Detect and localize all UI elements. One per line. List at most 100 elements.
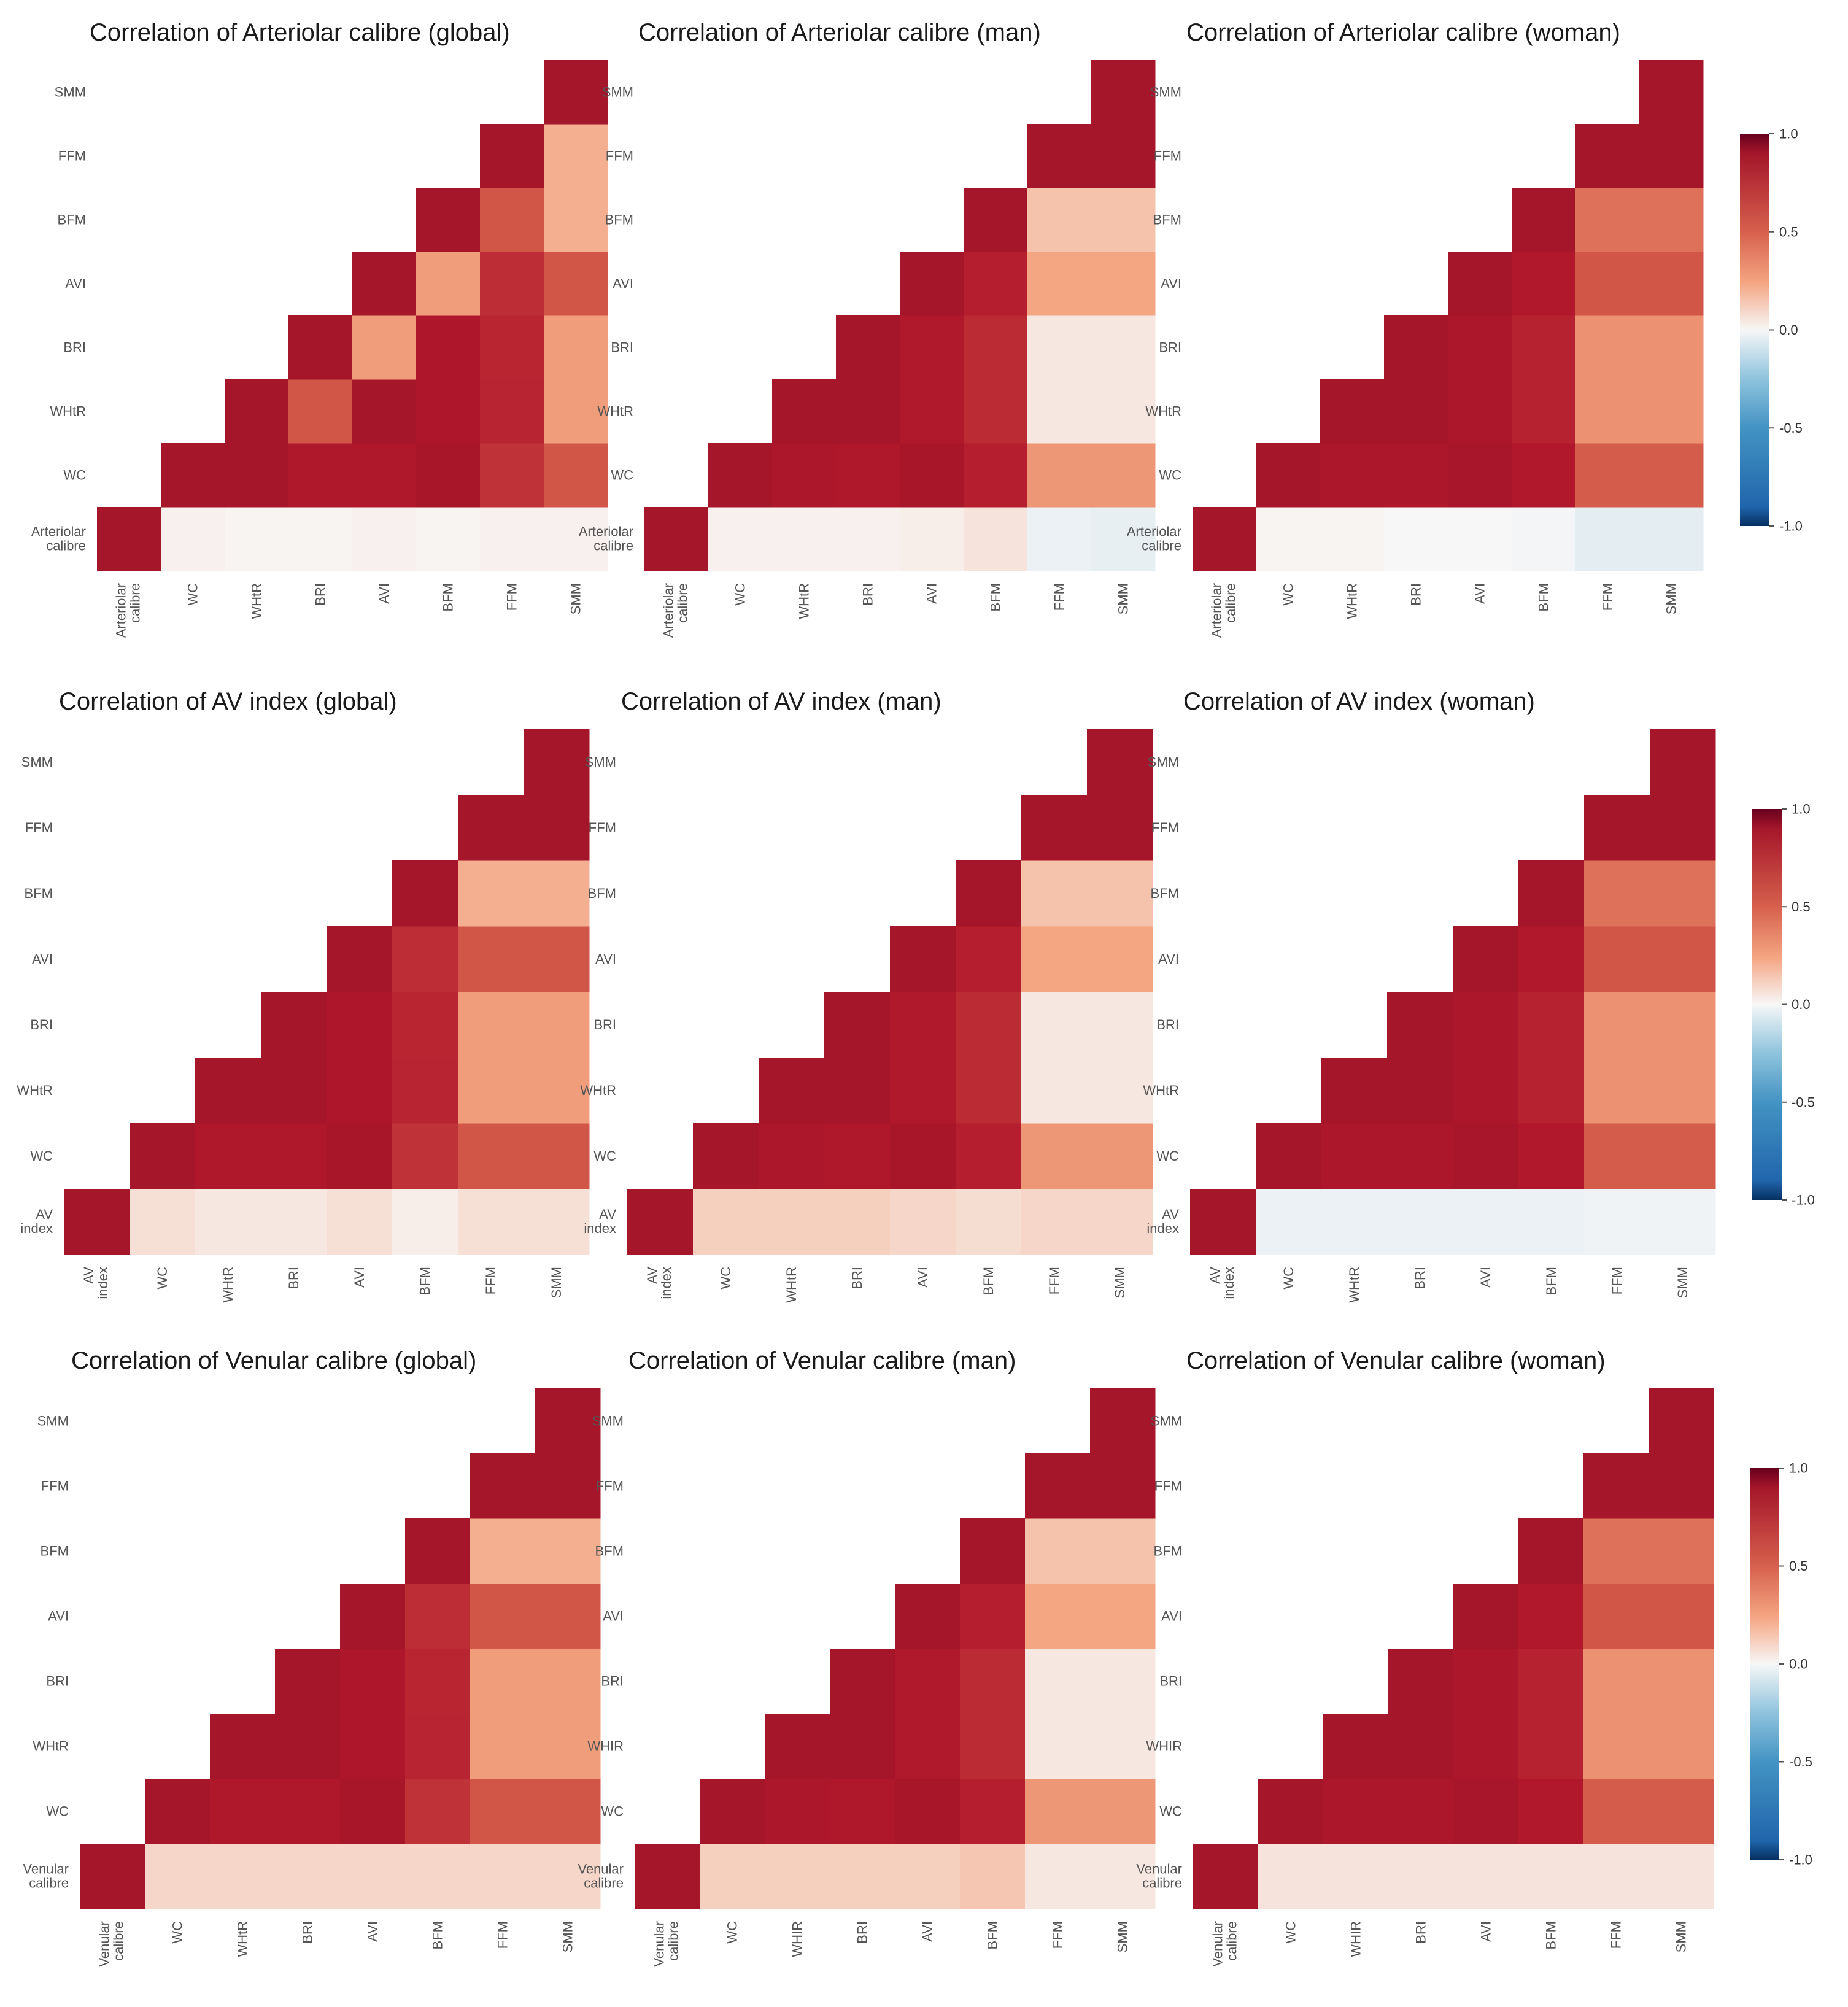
heatmap-cell [824, 1189, 891, 1255]
heatmap-cell [145, 1779, 211, 1844]
x-tick-label: BFM [1544, 1921, 1559, 1949]
heatmap-cell [524, 926, 590, 992]
heatmap-cell [1087, 1123, 1153, 1189]
y-tick-label: AVI [65, 276, 86, 292]
heatmap-cell [535, 1844, 601, 1909]
heatmap-panel: Correlation of AV index (woman) AV index WC… [1143, 688, 1716, 1303]
heatmap-cell [1090, 1453, 1156, 1519]
y-tick-label: WHIR [1146, 1739, 1182, 1754]
x-tick-label: AVI [377, 583, 392, 604]
heatmap-cell [1453, 992, 1519, 1058]
colorbar-tick-label: -0.5 [1792, 1094, 1815, 1110]
heatmap-cell [1453, 1123, 1519, 1189]
heatmap-cell [1649, 1388, 1714, 1454]
heatmap-panel: Correlation of Arteriolar calibre (woman… [1127, 19, 1704, 638]
x-tick-label: BRI [849, 1267, 865, 1290]
heatmap-cell [1650, 1189, 1716, 1255]
panel-title: Correlation of AV index (man) [621, 688, 941, 715]
heatmap-cell [1650, 729, 1716, 795]
heatmap-cell [544, 188, 608, 252]
heatmap-cell [392, 1058, 458, 1124]
colorbar-tick-label: 1.0 [1789, 1461, 1808, 1476]
heatmap-cell [1639, 252, 1704, 316]
x-tick-label: AVI [915, 1267, 930, 1288]
x-tick-label: FFM [505, 583, 520, 611]
heatmap-cell [1583, 1714, 1649, 1779]
x-tick-label: BFM [441, 583, 456, 611]
heatmap-cell [1091, 124, 1156, 188]
heatmap-cell [890, 1189, 956, 1255]
x-tick-label: AVI [1479, 1921, 1494, 1942]
heatmap-cell [1027, 443, 1092, 508]
heatmap-cell [1021, 795, 1088, 861]
x-tick-label: FFM [1609, 1267, 1625, 1294]
heatmap-cell [960, 1518, 1026, 1584]
heatmap-cell [1021, 1123, 1088, 1189]
x-tick-label: BRI [313, 583, 328, 606]
heatmap-cell [1025, 1518, 1091, 1584]
heatmap-cell [225, 443, 289, 508]
heatmap-cell [97, 507, 161, 571]
y-tick-label: BRI [593, 1017, 616, 1032]
heatmap-cell [1256, 1189, 1322, 1255]
heatmap-cell [1090, 1779, 1156, 1844]
colorbar-tick-label: 1.0 [1779, 126, 1798, 142]
y-tick-label: FFM [589, 820, 616, 835]
heatmap-cell [392, 860, 458, 927]
heatmap-cell [1453, 1844, 1519, 1909]
y-tick-label: BRI [46, 1674, 69, 1689]
x-tick-label: WHtR [1347, 1267, 1362, 1303]
heatmap-cell [895, 1844, 961, 1909]
heatmap-panel: Correlation of AV index (man) AV index WC WH… [580, 688, 1153, 1303]
heatmap-cell [275, 1714, 341, 1779]
x-tick-label: AVI [920, 1921, 935, 1942]
heatmap-cell [1584, 1123, 1650, 1189]
heatmap-cell [956, 1058, 1022, 1124]
heatmap-cell [1320, 507, 1385, 571]
heatmap-cell [1087, 926, 1153, 992]
heatmap-cell [405, 1844, 471, 1909]
x-tick-label: FFM [1600, 583, 1615, 611]
x-tick-label: BRI [286, 1267, 301, 1290]
heatmap-cell [1584, 992, 1650, 1058]
heatmap-cell [405, 1779, 471, 1844]
heatmap-cell [1091, 252, 1156, 316]
colorbar-tick-label: -1.0 [1792, 1193, 1815, 1208]
heatmap-cell [1090, 1649, 1156, 1714]
heatmap-cell [1091, 507, 1156, 571]
heatmap-cell [1087, 729, 1153, 795]
heatmap-cell [1387, 1123, 1453, 1189]
heatmap-cell [895, 1714, 961, 1779]
x-tick-label: WHIR [790, 1921, 805, 1957]
heatmap-cell [1448, 443, 1512, 508]
heatmap-cell [900, 379, 964, 444]
heatmap-cell [327, 992, 393, 1058]
heatmap-cell [1650, 1058, 1716, 1124]
heatmap-cell [1384, 315, 1448, 380]
heatmap-cell [824, 1123, 891, 1189]
heatmap-cell [1027, 315, 1092, 380]
x-tick-label: BRI [1413, 1921, 1429, 1944]
y-tick-label: WC [1159, 1804, 1182, 1819]
heatmap-cell [1512, 315, 1576, 380]
heatmap-cell [1258, 1844, 1324, 1909]
heatmap-cell [327, 926, 393, 992]
heatmap-cell [1649, 1518, 1714, 1584]
heatmap-cell [210, 1844, 276, 1909]
heatmap-cell [1321, 1123, 1388, 1189]
heatmap-cell [1021, 926, 1088, 992]
x-tick-label: SMM [549, 1267, 564, 1298]
heatmap-cell [964, 252, 1028, 316]
x-tick-label: BFM [1544, 1267, 1559, 1295]
colorbar-tick-label: 0.0 [1792, 997, 1811, 1012]
y-tick-label: AVI [603, 1609, 624, 1624]
heatmap-cell [956, 992, 1022, 1058]
heatmap-cell [635, 1844, 700, 1909]
heatmap-cell [1087, 1058, 1153, 1124]
heatmap-cell [644, 507, 709, 571]
heatmap-cell [772, 379, 837, 444]
heatmap-cell [890, 926, 956, 992]
panel-title: Correlation of AV index (global) [59, 688, 397, 715]
heatmap-cell [340, 1584, 406, 1649]
heatmap-cell [80, 1844, 145, 1909]
